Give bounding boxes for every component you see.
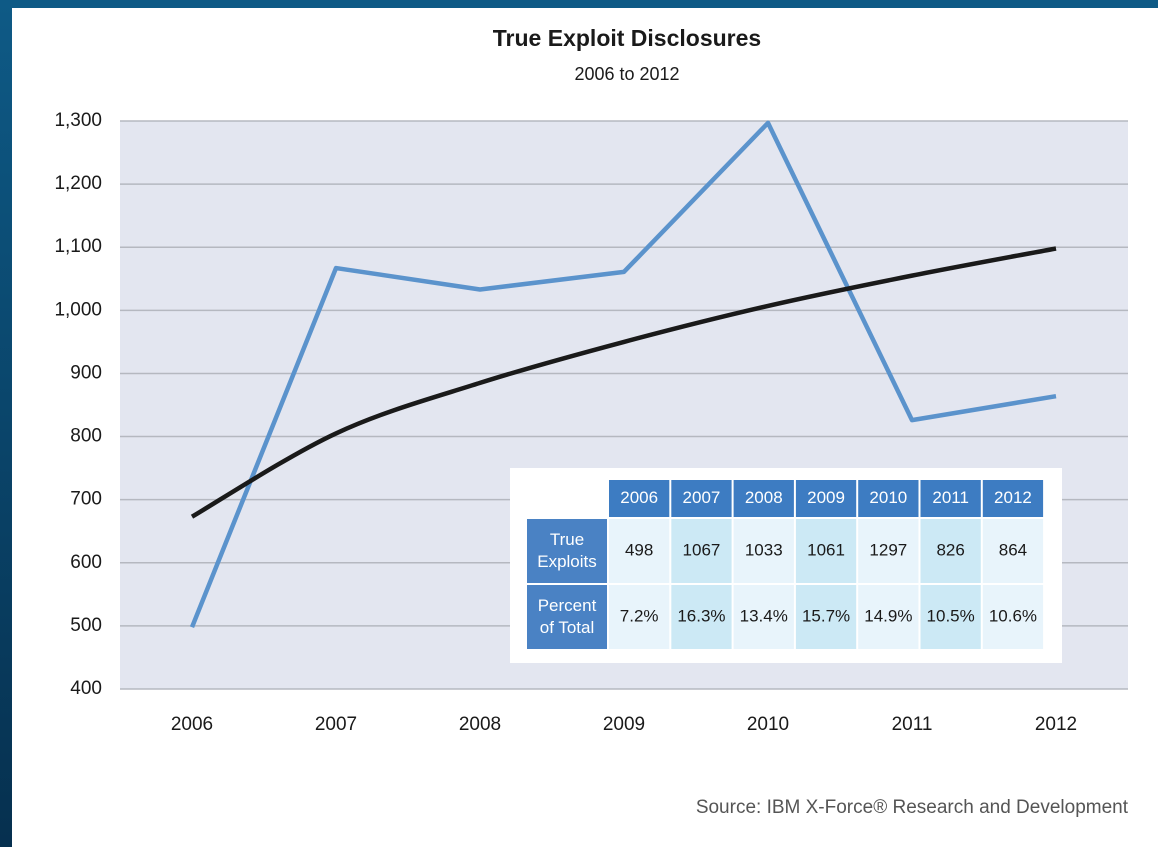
cell-text: 15.7% (802, 606, 850, 625)
y-tick-label: 1,200 (54, 173, 102, 194)
header-text: 2009 (807, 488, 845, 507)
y-tick-label: 1,000 (54, 299, 102, 320)
cell (609, 519, 670, 583)
row-header-text: True Exploits (537, 530, 597, 571)
y-tick-label: 1,100 (54, 236, 102, 257)
row-header-box: True Exploits (537, 530, 597, 571)
x-tick-label: 2009 (603, 714, 645, 735)
cell (920, 585, 981, 649)
cell (795, 519, 857, 583)
cell-text: 13.4% (740, 606, 788, 625)
cell (920, 519, 981, 583)
x-tick-label: 2006 (171, 714, 213, 735)
header-cell (733, 480, 794, 517)
x-tick-label: 2010 (747, 714, 789, 735)
data-table: 2006 498 7.2% 2007 1067 16.3% 2008 1033 13.4% 200… (510, 468, 1062, 663)
cell-text: 16.3% (677, 606, 725, 625)
cell-text: 10.5% (927, 606, 975, 625)
x-tick-label: 2011 (892, 714, 933, 735)
row-header (527, 519, 607, 583)
header-cell (671, 480, 732, 517)
y-tick-label: 400 (70, 678, 102, 699)
row-header-text: Percent of Total (537, 596, 597, 637)
cell (795, 585, 857, 649)
cell (609, 585, 670, 649)
cell (671, 585, 732, 649)
header-cell (920, 480, 981, 517)
cell-text: 1067 (683, 540, 721, 559)
cell-text: 498 (625, 540, 653, 559)
cell-text: 1061 (807, 540, 845, 559)
header-cell (795, 480, 857, 517)
y-tick-label: 900 (70, 362, 102, 383)
chart-title: True Exploit Disclosures (493, 25, 761, 51)
header-cell (982, 480, 1044, 517)
header-text: 2006 (620, 488, 658, 507)
cell-text: 1033 (745, 540, 783, 559)
x-tick-label: 2012 (1035, 714, 1077, 735)
data-line (189, 120, 1057, 628)
header-text: 2007 (683, 488, 721, 507)
header-text: 2011 (932, 488, 969, 507)
cell-text: 864 (999, 540, 1027, 559)
cell-text: 7.2% (620, 606, 659, 625)
cell (858, 519, 919, 583)
cell-text: 1297 (869, 540, 907, 559)
chart-subtitle: 2006 to 2012 (574, 64, 679, 84)
source: Source: IBM X-Force® Research and Develo… (696, 797, 1129, 818)
cell (858, 585, 919, 649)
lines (189, 120, 1057, 628)
cell (982, 519, 1044, 583)
y-tick-label: 500 (70, 615, 102, 636)
cell (733, 519, 794, 583)
header-cell (609, 480, 670, 517)
row-header-box: Percent of Total (537, 596, 597, 637)
cell (982, 585, 1044, 649)
y-tick-label: 800 (70, 426, 102, 447)
header-text: 2010 (869, 488, 907, 507)
header-text: 2012 (994, 488, 1032, 507)
cell (671, 519, 732, 583)
header-cell (858, 480, 919, 517)
y-tick-label: 1,300 (54, 110, 102, 131)
row-header (527, 585, 607, 649)
cell (733, 585, 794, 649)
y-tick-label: 600 (70, 552, 102, 573)
x-tick-label: 2007 (315, 714, 357, 735)
x-tick-label: 2008 (459, 714, 501, 735)
cell-text: 826 (936, 540, 964, 559)
cell-text: 14.9% (864, 606, 912, 625)
header-text: 2008 (745, 488, 783, 507)
y-tick-label: 700 (70, 489, 102, 510)
trend-line (190, 246, 1057, 519)
cell-text: 10.6% (989, 606, 1037, 625)
